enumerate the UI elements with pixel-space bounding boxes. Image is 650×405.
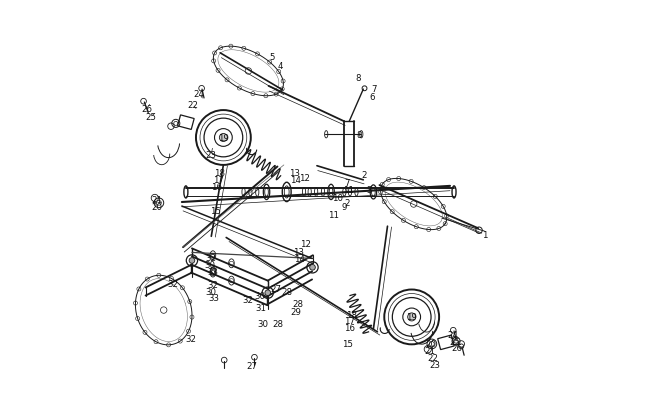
Text: 33: 33 (209, 294, 220, 303)
Text: 23: 23 (206, 151, 217, 160)
Text: 16: 16 (344, 324, 355, 333)
Text: 8: 8 (356, 74, 361, 83)
Text: 1: 1 (482, 230, 487, 239)
Text: 11: 11 (328, 211, 339, 220)
Text: 25: 25 (146, 113, 156, 122)
Circle shape (265, 290, 270, 296)
Text: 14: 14 (291, 175, 302, 184)
Text: 32: 32 (207, 281, 218, 290)
Text: 10: 10 (332, 194, 343, 203)
Text: 33: 33 (207, 267, 218, 276)
Text: 30: 30 (254, 291, 265, 300)
Text: 19: 19 (218, 134, 229, 143)
Text: 26: 26 (452, 343, 463, 353)
Text: 28: 28 (272, 320, 283, 328)
Text: 21: 21 (151, 196, 162, 205)
Text: 26: 26 (141, 105, 152, 114)
Text: 22: 22 (428, 353, 439, 362)
Text: 15: 15 (210, 207, 221, 216)
Text: 23: 23 (429, 360, 440, 369)
Bar (177, 115, 194, 130)
Text: 7: 7 (344, 179, 350, 188)
Text: 20: 20 (425, 340, 436, 349)
Circle shape (408, 313, 416, 321)
Text: 6: 6 (370, 93, 375, 102)
Text: 20: 20 (151, 203, 162, 212)
Text: 12: 12 (300, 239, 311, 248)
Text: 30: 30 (205, 260, 216, 269)
Text: 25: 25 (449, 337, 460, 346)
Text: 9: 9 (342, 203, 347, 212)
Text: 11: 11 (343, 186, 354, 195)
Text: 2: 2 (344, 199, 350, 208)
Text: 32: 32 (206, 254, 217, 262)
Text: 17: 17 (344, 317, 356, 326)
Text: 24: 24 (448, 330, 459, 339)
Text: 30: 30 (257, 320, 268, 328)
Text: 28: 28 (281, 287, 292, 296)
Text: 13: 13 (293, 247, 304, 256)
Text: 18: 18 (214, 169, 225, 178)
Text: 8: 8 (356, 130, 362, 139)
Text: 4: 4 (277, 62, 283, 71)
Text: 18: 18 (346, 310, 357, 319)
Text: 30: 30 (206, 287, 217, 296)
Text: 32: 32 (186, 334, 197, 343)
Text: 28: 28 (292, 299, 303, 308)
Text: 19: 19 (406, 313, 417, 322)
Text: 17: 17 (213, 176, 224, 185)
Bar (437, 335, 454, 350)
Circle shape (309, 265, 315, 271)
Circle shape (189, 258, 195, 264)
Text: 27: 27 (270, 284, 281, 294)
Text: 5: 5 (270, 53, 276, 62)
Text: 14: 14 (294, 254, 305, 263)
Text: 13: 13 (289, 169, 300, 178)
Text: 7: 7 (371, 85, 377, 94)
Text: 21: 21 (424, 346, 436, 355)
Text: 16: 16 (211, 183, 222, 192)
Text: 24: 24 (194, 90, 205, 99)
Text: 2: 2 (362, 171, 367, 180)
Text: 32: 32 (167, 279, 178, 288)
Text: 31: 31 (255, 303, 266, 312)
Text: 15: 15 (342, 340, 353, 349)
Text: 27: 27 (246, 361, 257, 370)
Circle shape (219, 134, 227, 142)
Text: 22: 22 (187, 101, 198, 110)
Text: 3: 3 (367, 186, 372, 195)
Text: 12: 12 (298, 174, 309, 183)
Text: 29: 29 (291, 307, 302, 316)
Text: 32: 32 (242, 295, 253, 304)
